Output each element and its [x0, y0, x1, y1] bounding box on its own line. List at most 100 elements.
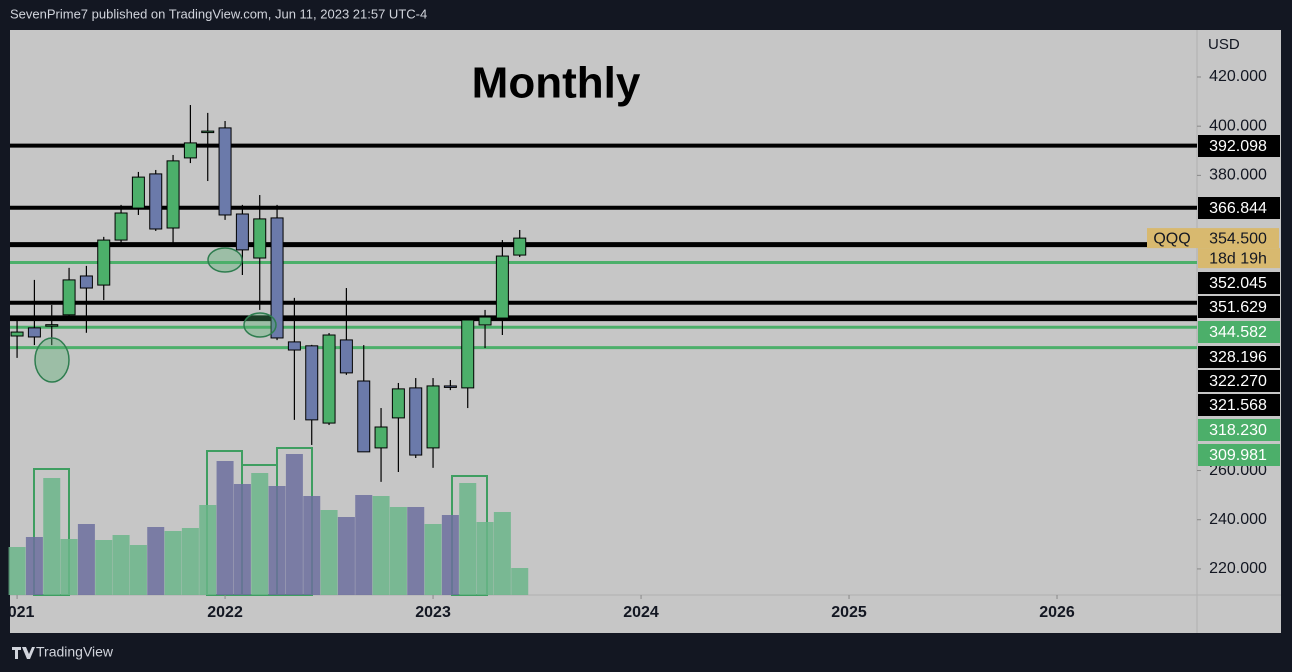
- volume-bar: [459, 483, 477, 595]
- level-label: 352.045: [1209, 275, 1267, 292]
- last-price-box: [1147, 228, 1279, 249]
- candle-body: [114, 212, 128, 241]
- y-tick-label: 260.000: [1209, 462, 1267, 479]
- volume-bar: [389, 507, 407, 595]
- highlight-ellipse: [243, 312, 277, 338]
- candle-body: [495, 255, 509, 319]
- candle-body: [62, 279, 76, 316]
- level-label-box: [1198, 394, 1280, 416]
- candle-body: [253, 218, 267, 259]
- level-label: 392.098: [1209, 138, 1267, 155]
- level-label-box: [1198, 296, 1280, 318]
- level-label: 351.629: [1209, 299, 1267, 316]
- volume-bar: [372, 496, 390, 595]
- y-tick-label: 400.000: [1209, 117, 1267, 134]
- logo: [12, 647, 35, 659]
- candle-body: [270, 217, 284, 339]
- candle-body: [27, 327, 41, 338]
- candle-body: [79, 275, 93, 289]
- volume-bar: [233, 484, 251, 595]
- x-tick-label: 2025: [831, 604, 867, 621]
- x-tick-label: 2026: [1039, 604, 1075, 621]
- volume-bar: [147, 527, 165, 595]
- footer: [0, 633, 1292, 672]
- annotations: [34, 247, 277, 383]
- x-tick-label: 2024: [623, 604, 659, 621]
- candle-body: [391, 388, 405, 419]
- level-label: 344.582: [1209, 324, 1267, 341]
- volume-bar: [60, 539, 78, 595]
- candle-body: [183, 142, 197, 159]
- candle-body: [45, 324, 59, 327]
- y-tick-label: 220.000: [1209, 560, 1267, 577]
- x-tick-label: 021: [8, 604, 35, 621]
- volume-bar: [181, 528, 199, 595]
- candle-body: [426, 385, 440, 449]
- candle-body: [305, 345, 319, 421]
- level-label-box: [1198, 419, 1280, 441]
- level-label: 309.981: [1209, 447, 1267, 464]
- candle-body: [339, 339, 353, 374]
- countdown-box: [1198, 248, 1280, 269]
- volume-bar: [77, 524, 95, 595]
- level-label-box: [1198, 444, 1280, 466]
- volume-bar: [95, 540, 113, 595]
- volume-bar: [199, 505, 217, 595]
- volume-bar: [337, 517, 355, 595]
- volume-bar: [112, 535, 130, 595]
- level-label-box: [1198, 197, 1280, 219]
- last-price-label: 354.500: [1209, 230, 1267, 247]
- candle-body: [478, 316, 492, 326]
- volume-bar: [424, 524, 442, 595]
- candle-body: [409, 387, 423, 456]
- y-tick-label: 380.000: [1209, 167, 1267, 184]
- volume-bar: [493, 512, 511, 595]
- axes: 220.000 240.000 260.000 380.000 400.000 420.0…: [8, 68, 1280, 621]
- highlight-ellipse: [207, 247, 243, 273]
- logo-mark: [12, 647, 35, 659]
- candle-body: [374, 426, 388, 449]
- level-label-box: [1198, 370, 1280, 392]
- candle-body: [461, 319, 475, 389]
- candle-body: [443, 385, 457, 388]
- header-text: SevenPrime7 published on TradingView.com…: [10, 6, 427, 21]
- volume-bar: [164, 531, 182, 595]
- symbol-label: QQQ: [1153, 230, 1190, 247]
- volume-bar: [303, 496, 321, 595]
- x-tick-label: 2023: [415, 604, 451, 621]
- level-label-box: [1198, 272, 1280, 294]
- volume-bar: [407, 507, 425, 595]
- currency-label: USD: [1208, 36, 1240, 53]
- x-tick-label: 2022: [207, 604, 243, 621]
- volume-bar: [511, 568, 529, 595]
- level-label: 321.568: [1209, 397, 1267, 414]
- level-label-box: [1198, 321, 1280, 343]
- volume-bar: [285, 454, 303, 595]
- candle-body: [357, 380, 371, 453]
- candle-body: [218, 127, 232, 216]
- candle-body: [131, 176, 145, 209]
- level-label-box: [1198, 135, 1280, 157]
- level-label: 328.196: [1209, 349, 1267, 366]
- chart-title: Monthly: [472, 59, 641, 108]
- volume-bar: [441, 515, 459, 595]
- volume-bar: [43, 478, 61, 595]
- level-label: 322.270: [1209, 373, 1267, 390]
- volume-bar: [355, 495, 373, 595]
- volume-bar: [216, 461, 234, 595]
- candle-body: [287, 341, 301, 351]
- y-tick-label: 420.000: [1209, 68, 1267, 85]
- volume: [8, 454, 529, 595]
- level-label: 318.230: [1209, 422, 1267, 439]
- candle-body: [201, 130, 215, 134]
- footer-brand: TradingView: [36, 644, 114, 660]
- volume-bar: [8, 547, 26, 595]
- candles: [10, 105, 527, 482]
- candle-body: [166, 160, 180, 229]
- candle-body: [513, 237, 527, 256]
- volume-bar: [251, 473, 269, 595]
- volume-bar: [268, 486, 286, 595]
- level-label-box: [1198, 346, 1280, 368]
- candle-body: [235, 213, 249, 251]
